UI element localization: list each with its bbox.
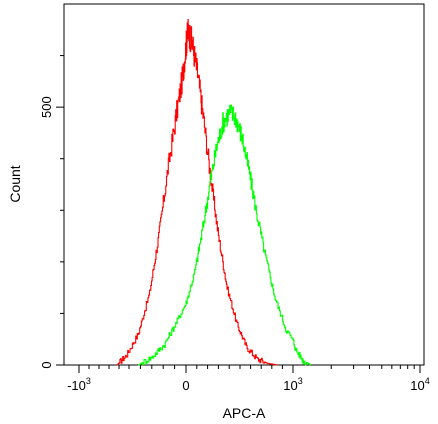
series-line-2 bbox=[138, 104, 312, 366]
plot-frame bbox=[63, 3, 425, 366]
x-axis-label: APC-A bbox=[223, 405, 266, 421]
y-axis-ticks: 0 500 bbox=[39, 55, 64, 369]
series-line-1 bbox=[117, 18, 278, 366]
x-axis-ticks: -103 0 103 104 bbox=[67, 365, 430, 393]
y-axis-label: Count bbox=[7, 165, 23, 202]
x-tick-label: -103 bbox=[67, 376, 91, 393]
x-minor-ticks bbox=[88, 365, 415, 369]
y-tick-label: 0 bbox=[39, 361, 54, 368]
x-tick-label: 104 bbox=[410, 376, 429, 393]
histogram-series bbox=[117, 18, 312, 366]
y-tick-label: 500 bbox=[39, 96, 54, 118]
x-tick-label: 0 bbox=[182, 378, 189, 393]
x-tick-label: 103 bbox=[283, 376, 302, 393]
